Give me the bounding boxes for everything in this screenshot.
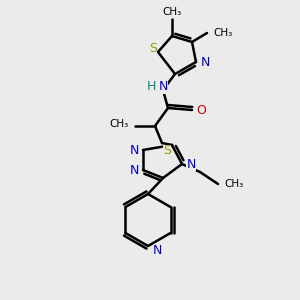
Text: CH₃: CH₃: [213, 28, 232, 38]
Text: S: S: [149, 41, 157, 55]
Text: CH₃: CH₃: [224, 179, 244, 189]
Text: N: N: [200, 56, 210, 68]
Text: N: N: [158, 80, 168, 94]
Text: H: H: [146, 80, 156, 94]
Text: S: S: [163, 145, 171, 158]
Text: N: N: [129, 143, 139, 157]
Text: N: N: [186, 158, 196, 170]
Text: N: N: [152, 244, 162, 257]
Text: CH₃: CH₃: [162, 7, 182, 17]
Text: O: O: [196, 103, 206, 116]
Text: N: N: [129, 164, 139, 176]
Text: CH₃: CH₃: [110, 119, 129, 129]
